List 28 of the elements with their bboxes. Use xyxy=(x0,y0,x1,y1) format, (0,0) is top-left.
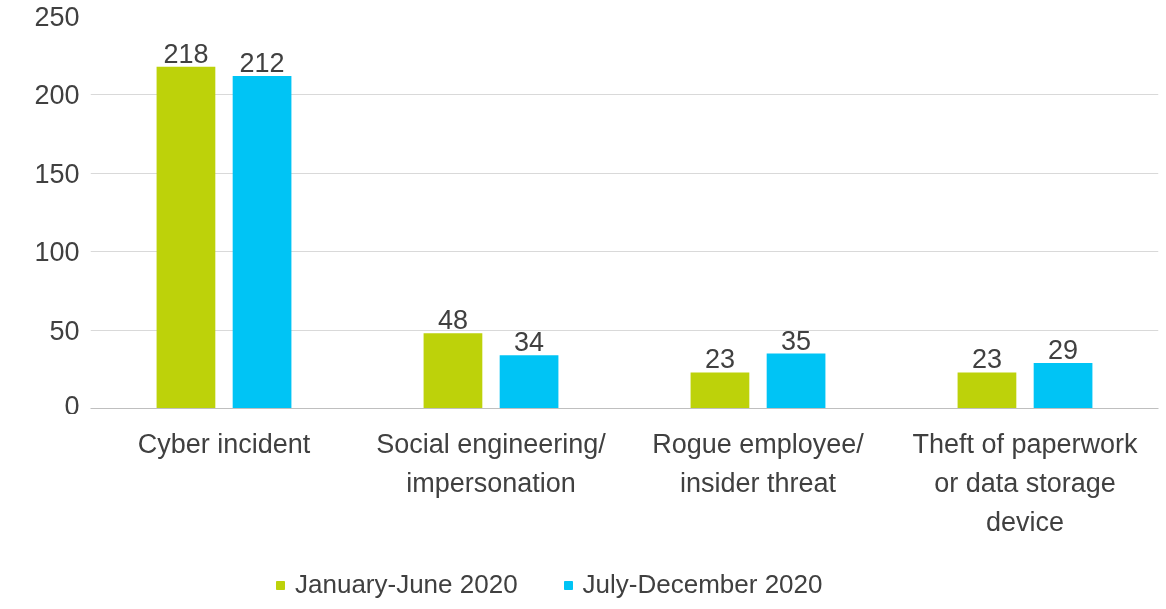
data-label: 23 xyxy=(971,344,1002,375)
y-tick-label: 50 xyxy=(49,315,80,346)
y-tick-label: 200 xyxy=(34,80,80,111)
x-tick-label: Rogue employee/ insider threat xyxy=(652,428,865,498)
bar xyxy=(232,76,292,409)
data-label: 218 xyxy=(163,38,209,69)
data-label: 23 xyxy=(704,344,735,375)
data-label: 48 xyxy=(437,305,468,336)
data-label: 34 xyxy=(514,327,545,358)
x-tick-label: Theft of paperwork or data storage device xyxy=(912,428,1139,537)
y-tick-label: 100 xyxy=(34,237,80,268)
x-tick-label: Social engineering/ impersonation xyxy=(376,428,607,498)
bar xyxy=(499,355,559,409)
bar xyxy=(1033,363,1093,409)
y-tick-label: 150 xyxy=(34,158,80,189)
bar xyxy=(957,372,1017,409)
legend-label: July-December 2020 xyxy=(582,569,823,600)
bar xyxy=(423,333,483,409)
data-label: 35 xyxy=(781,325,812,356)
legend-label: January-June 2020 xyxy=(295,569,518,600)
x-tick-label: Cyber incident xyxy=(137,428,311,459)
bar xyxy=(766,353,826,409)
data-label: 212 xyxy=(239,48,285,79)
y-tick-label: 250 xyxy=(34,2,80,32)
bar xyxy=(156,66,216,409)
bar xyxy=(690,372,750,409)
y-tick-label: 0 xyxy=(64,390,80,421)
data-label: 29 xyxy=(1048,335,1079,366)
